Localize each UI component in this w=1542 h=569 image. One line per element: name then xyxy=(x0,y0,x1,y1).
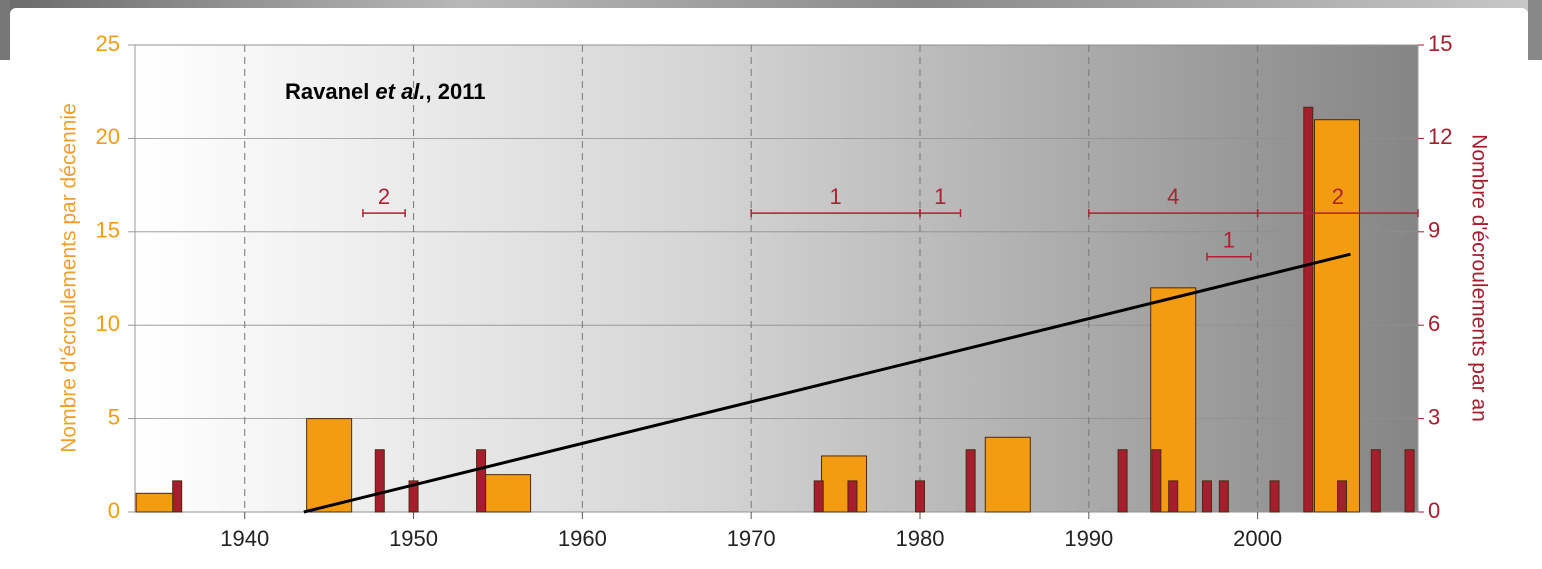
bar xyxy=(1370,449,1381,513)
bar xyxy=(1303,106,1314,513)
x-tick-label: 1970 xyxy=(727,526,776,551)
x-tick-label: 1940 xyxy=(220,526,269,551)
bar xyxy=(1168,480,1179,513)
range-label: 4 xyxy=(1167,184,1179,209)
y2-tick-label: 6 xyxy=(1428,311,1440,336)
y2-tick-label: 15 xyxy=(1428,31,1452,56)
range-label: 1 xyxy=(934,184,946,209)
bar xyxy=(965,449,976,513)
bar xyxy=(172,480,183,513)
bar xyxy=(1117,449,1128,513)
y-tick-label: 20 xyxy=(96,124,120,149)
trend-line xyxy=(303,252,1351,514)
y-tick-label: 5 xyxy=(108,404,120,429)
x-tick-label: 1980 xyxy=(896,526,945,551)
range-label: 1 xyxy=(829,184,841,209)
y2-tick-label: 0 xyxy=(1428,498,1440,523)
annotation-part: Ravanel xyxy=(285,79,369,104)
bar xyxy=(847,480,858,513)
bar xyxy=(1201,480,1212,513)
bar xyxy=(1404,449,1415,513)
y-tick-label: 0 xyxy=(108,498,120,523)
bar xyxy=(1337,480,1348,513)
x-tick-label: 2000 xyxy=(1233,526,1282,551)
bar xyxy=(813,480,824,513)
photo-edge xyxy=(1528,0,1542,60)
photo-edge xyxy=(0,0,10,60)
bar xyxy=(821,455,868,513)
bar xyxy=(984,436,1031,513)
x-tick-label: 1990 xyxy=(1064,526,1113,551)
range-label: 2 xyxy=(1332,184,1344,209)
y2-tick-label: 9 xyxy=(1428,218,1440,243)
range-label: 1 xyxy=(1223,228,1235,253)
y2-tick-label: 3 xyxy=(1428,404,1440,429)
bar xyxy=(1313,119,1360,513)
y-tick-label: 15 xyxy=(96,218,120,243)
annotation-part: et al. xyxy=(375,79,425,104)
bar xyxy=(476,449,487,513)
bar xyxy=(914,480,925,513)
bar xyxy=(408,480,419,513)
annotation: Ravanel et al., 2011 xyxy=(285,79,485,104)
bar xyxy=(485,474,532,513)
bar xyxy=(1151,449,1162,513)
bar xyxy=(306,418,353,513)
x-tick-label: 1960 xyxy=(558,526,607,551)
y-axis-label: Nombre d'écroulements par décennie xyxy=(58,103,81,453)
y-tick-label: 10 xyxy=(96,311,120,336)
bar xyxy=(374,449,385,513)
annotation-part: , 2011 xyxy=(426,79,486,104)
x-tick-label: 1950 xyxy=(389,526,438,551)
bar xyxy=(1269,480,1280,513)
range-label: 2 xyxy=(378,184,390,209)
y2-axis-label: Nombre d'écroulements par an xyxy=(1467,134,1490,422)
bar xyxy=(1218,480,1229,513)
y-tick-label: 25 xyxy=(96,31,120,56)
y2-tick-label: 12 xyxy=(1428,124,1452,149)
